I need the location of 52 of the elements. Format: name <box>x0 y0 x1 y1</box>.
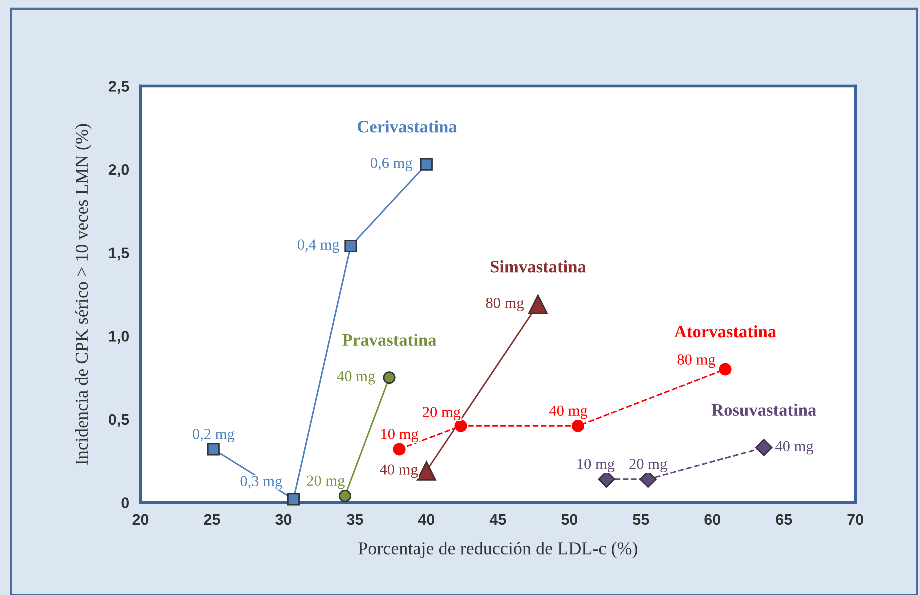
series-label: Pravastatina <box>342 334 437 346</box>
point <box>420 158 433 171</box>
x-tick-label: 20 <box>132 514 149 526</box>
annotation: 0,2 mg <box>193 429 235 442</box>
point <box>393 443 406 456</box>
point <box>756 439 773 456</box>
point <box>454 420 468 432</box>
annotation: 20 mg <box>630 459 668 472</box>
annotation: 40 mg <box>380 464 418 478</box>
series-label: Atorvastatina <box>674 326 776 338</box>
x-tick-label: 55 <box>633 514 650 526</box>
series-label: Rosuvastatina <box>712 404 816 416</box>
x-tick-label: 65 <box>776 514 792 526</box>
annotation: 40 mg <box>550 406 588 420</box>
annotation: 80 mg <box>678 354 716 368</box>
x-tick-label: 70 <box>848 514 864 526</box>
y-tick-label: 0,5 <box>109 414 130 428</box>
text: Cerivastatina <box>358 120 458 133</box>
point <box>416 461 436 481</box>
point <box>287 493 300 506</box>
point <box>207 443 220 456</box>
y-tick-label: 2,0 <box>108 164 130 178</box>
annotation: 80 mg <box>486 298 524 312</box>
annotation: 10 mg <box>382 429 419 442</box>
x-tick-label: 50 <box>562 514 578 526</box>
annotation: 0,3 mg <box>240 476 282 490</box>
x-tick-label: 30 <box>276 514 292 526</box>
point <box>338 490 352 502</box>
annotation: 0,4 mg <box>298 240 340 254</box>
point <box>719 363 732 376</box>
point <box>528 294 548 314</box>
annotation: 40 mg <box>337 371 376 385</box>
point <box>572 420 584 432</box>
y-tick-label: 1,0 <box>109 331 130 344</box>
annotation: 20 mg <box>423 407 461 421</box>
y-tick-label: 1,5 <box>109 248 130 261</box>
annotation: 40 mg <box>776 441 814 455</box>
y-tick-label: 0 <box>122 498 130 508</box>
point <box>383 372 396 384</box>
x-tick-label: 25 <box>204 514 220 526</box>
point <box>344 240 358 252</box>
x-axis-title: Porcentaje de reducción de LDL-c (%) <box>358 542 638 558</box>
x-tick-label: 45 <box>490 514 506 526</box>
x-tick-label: 35 <box>347 514 364 526</box>
annotation: 20 mg <box>307 476 345 490</box>
series-label: Simvastatina <box>490 260 586 273</box>
annotation: 10 mg <box>578 459 615 472</box>
y-tick-label: 2,5 <box>108 81 130 94</box>
x-tick-label: 40 <box>418 514 435 526</box>
annotation: 0,6 mg <box>370 158 413 172</box>
y-axis-title: Incidencia de CPK sérico > 10 veces LMN (%) <box>75 124 92 465</box>
x-tick-label: 60 <box>704 514 721 526</box>
